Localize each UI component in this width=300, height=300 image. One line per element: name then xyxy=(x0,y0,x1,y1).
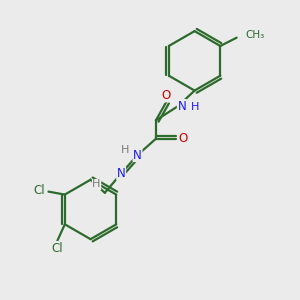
Text: H: H xyxy=(121,145,129,155)
Text: O: O xyxy=(162,89,171,102)
Text: CH₃: CH₃ xyxy=(245,30,264,40)
Text: Cl: Cl xyxy=(52,242,63,255)
Text: O: O xyxy=(178,132,187,145)
Text: N: N xyxy=(177,100,186,112)
Text: Cl: Cl xyxy=(34,184,45,196)
Text: N: N xyxy=(117,167,125,180)
Text: N: N xyxy=(133,148,142,162)
Text: H: H xyxy=(190,103,199,112)
Text: H: H xyxy=(92,179,101,190)
